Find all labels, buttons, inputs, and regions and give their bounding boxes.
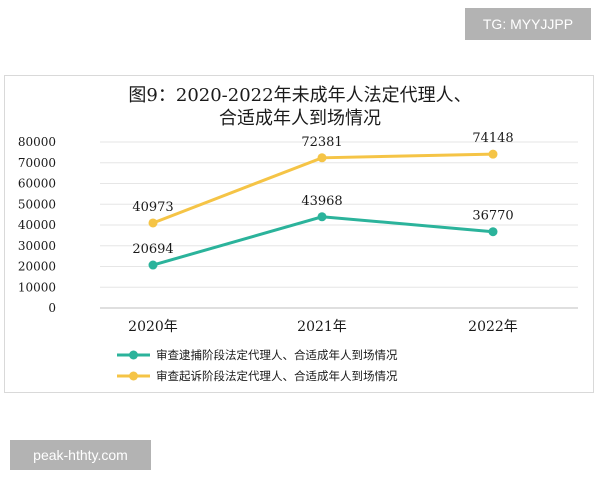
x-axis-ticks: 2020年 2021年 2022年 bbox=[128, 319, 518, 335]
gridlines bbox=[100, 141, 578, 309]
data-label: 20694 bbox=[132, 242, 173, 257]
data-point bbox=[317, 212, 327, 222]
legend-swatch-marker bbox=[129, 350, 138, 360]
y-tick-label: 30000 bbox=[18, 239, 56, 253]
data-point bbox=[317, 153, 327, 163]
data-point bbox=[488, 227, 498, 237]
x-tick-label: 2020年 bbox=[128, 319, 178, 335]
y-axis-ticks: 0 10000 20000 30000 40000 50000 60000 70000 8000… bbox=[18, 135, 56, 315]
data-label: 74148 bbox=[472, 131, 513, 146]
y-tick-label: 60000 bbox=[18, 177, 56, 191]
legend: 审查逮捕阶段法定代理人、合适成年人到场情况审查起诉阶段法定代理人、合适成年人到场… bbox=[117, 348, 398, 383]
data-label: 72381 bbox=[301, 135, 342, 150]
y-tick-label: 80000 bbox=[18, 135, 56, 149]
y-tick-label: 40000 bbox=[18, 218, 56, 232]
legend-entry-label: 审查逮捕阶段法定代理人、合适成年人到场情况 bbox=[156, 348, 398, 362]
data-point bbox=[488, 149, 498, 159]
y-tick-label: 10000 bbox=[18, 280, 56, 294]
data-labels: 20694 43968 36770 40973 72381 74148 bbox=[132, 131, 513, 257]
y-tick-label: 70000 bbox=[18, 156, 56, 170]
y-tick-label: 0 bbox=[48, 301, 56, 315]
x-tick-label: 2022年 bbox=[468, 319, 518, 335]
data-label: 43968 bbox=[301, 194, 342, 209]
y-tick-label: 50000 bbox=[18, 197, 56, 211]
legend-swatch-marker bbox=[129, 371, 138, 381]
series-line bbox=[152, 215, 494, 267]
data-point bbox=[148, 218, 158, 228]
y-tick-label: 20000 bbox=[18, 260, 56, 274]
data-label: 36770 bbox=[472, 209, 513, 224]
watermark-top-right: TG: MYYJJPP bbox=[465, 8, 591, 40]
legend-entry-label: 审查起诉阶段法定代理人、合适成年人到场情况 bbox=[156, 369, 398, 383]
watermark-bottom-left: peak-hthty.com bbox=[10, 440, 151, 470]
data-point bbox=[148, 260, 158, 270]
x-tick-label: 2021年 bbox=[297, 319, 347, 335]
chart-title-line2: 合适成年人到场情况 bbox=[219, 108, 381, 129]
data-label: 40973 bbox=[132, 200, 173, 215]
chart-title-line1: 图9：2020-2022年未成年人法定代理人、 bbox=[128, 85, 471, 106]
series-group bbox=[148, 149, 498, 270]
